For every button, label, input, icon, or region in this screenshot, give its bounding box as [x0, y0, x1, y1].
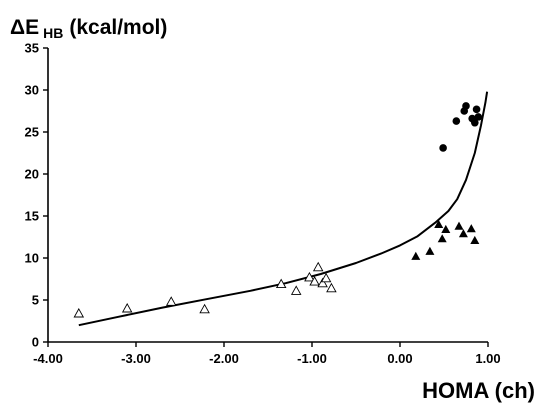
- data-point-open-triangle: [326, 282, 337, 293]
- data-point-open-triangle: [312, 261, 324, 272]
- data-point-filled-triangle: [437, 234, 447, 243]
- y-tick-label: 35: [25, 41, 39, 56]
- y-axis-label-sub: HB: [43, 25, 63, 41]
- data-point-filled-triangle: [458, 229, 468, 238]
- data-point-open-triangle: [309, 276, 320, 286]
- y-tick-label: 10: [25, 251, 39, 266]
- y-tick-label: 0: [32, 335, 39, 350]
- data-point-filled-circle: [452, 117, 461, 125]
- y-tick-label: 30: [25, 83, 39, 98]
- data-point-open-triangle: [290, 285, 302, 295]
- data-point-filled-triangle: [454, 221, 464, 230]
- data-point-open-triangle: [121, 302, 133, 313]
- x-tick-label: -3.00: [121, 351, 151, 366]
- data-points-layer: [73, 102, 483, 318]
- y-tick-label: 25: [25, 125, 39, 140]
- data-point-open-triangle: [73, 307, 85, 318]
- fit-curve-layer: [78, 91, 489, 327]
- data-point-open-triangle: [317, 277, 328, 288]
- data-point-filled-circle: [472, 105, 481, 114]
- x-tick-label: -2.00: [209, 351, 239, 366]
- data-point-filled-triangle: [411, 251, 421, 260]
- y-tick-label: 20: [25, 167, 39, 182]
- data-point-filled-triangle: [470, 235, 480, 244]
- data-point-open-triangle: [320, 272, 332, 283]
- data-point-filled-triangle: [441, 224, 451, 233]
- y-tick-label: 15: [25, 209, 39, 224]
- data-point-filled-triangle: [434, 219, 444, 228]
- x-tick-label: -4.00: [33, 351, 63, 366]
- y-axis-label-main: ΔE: [10, 16, 39, 39]
- data-point-filled-circle: [462, 102, 470, 110]
- data-point-filled-triangle: [466, 224, 476, 233]
- y-axis-label: ΔE HB (kcal/mol): [10, 16, 167, 41]
- data-point-filled-circle: [474, 113, 483, 121]
- data-point-filled-triangle: [425, 246, 435, 255]
- x-tick-label: 0.00: [387, 351, 412, 366]
- data-point-filled-circle: [471, 118, 479, 127]
- x-tick-label: -1.00: [297, 351, 327, 366]
- x-tick-label: 1.00: [475, 351, 500, 366]
- data-point-open-triangle: [275, 278, 287, 289]
- fit-curve: [78, 91, 489, 327]
- y-tick-label: 5: [32, 293, 39, 308]
- data-point-filled-circle: [439, 144, 447, 152]
- data-point-open-triangle: [199, 303, 210, 314]
- data-point-open-triangle: [165, 296, 177, 306]
- axes: 0 5 10 15 20 25 30 35 -4.00 -3.00 -2.00 -1.00 0.00 1.…: [25, 41, 501, 367]
- data-point-open-triangle: [304, 271, 315, 282]
- y-axis-label-unit: (kcal/mol): [69, 16, 167, 39]
- x-axis-label: HOMA (ch): [422, 378, 535, 403]
